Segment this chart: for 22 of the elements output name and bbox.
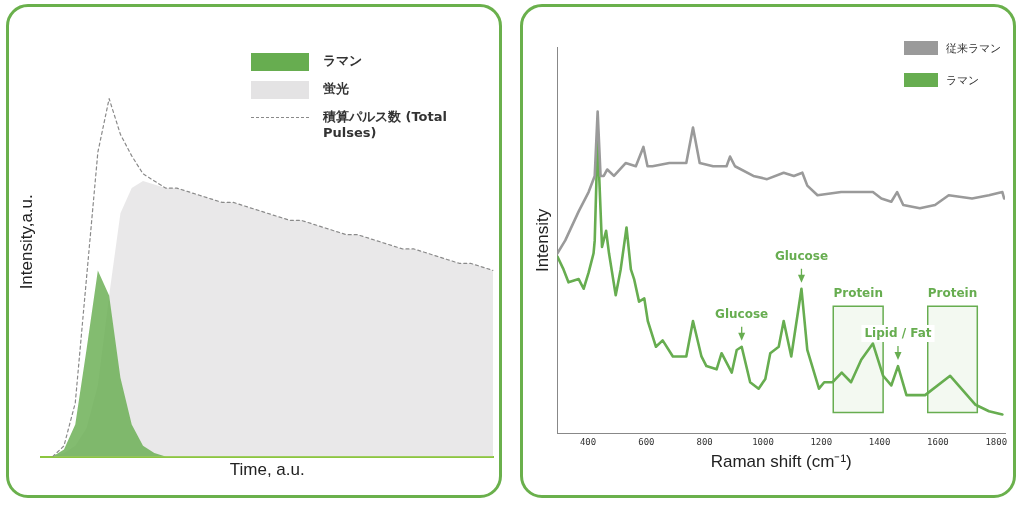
x-tick-label: 800 bbox=[696, 436, 713, 447]
legend-label: 蛍光 bbox=[323, 81, 349, 97]
x-tick-label: 1400 bbox=[868, 436, 891, 447]
legend-label: 従来ラマン bbox=[946, 41, 1001, 57]
annotation: Lipid / Fat bbox=[864, 326, 932, 341]
x-tick-label: 1600 bbox=[927, 436, 949, 447]
annotation: Glucose bbox=[715, 306, 769, 321]
x-axis-title: Raman shift (cm⁻¹) bbox=[710, 452, 852, 472]
band-label: Protein bbox=[927, 286, 978, 301]
y-axis-title: Intensity bbox=[532, 208, 552, 273]
x-axis-title: Time, a.u. bbox=[229, 460, 305, 480]
x-tick-label: 1000 bbox=[752, 436, 774, 447]
x-tick-label: 400 bbox=[579, 436, 597, 447]
x-tick-label: 1200 bbox=[810, 436, 833, 447]
legend-label: ラマン bbox=[323, 53, 362, 69]
x-tick-label: 1800 bbox=[985, 436, 1008, 447]
band-label: Protein bbox=[833, 286, 883, 301]
legend-label: ラマン bbox=[946, 73, 979, 89]
annotation: Glucose bbox=[774, 248, 829, 263]
x-tick-label: 600 bbox=[638, 436, 655, 447]
y-axis-title: Intensity,a.u. bbox=[16, 194, 36, 290]
legend-label: 積算パルス数 (Total Pulses) bbox=[323, 109, 448, 141]
